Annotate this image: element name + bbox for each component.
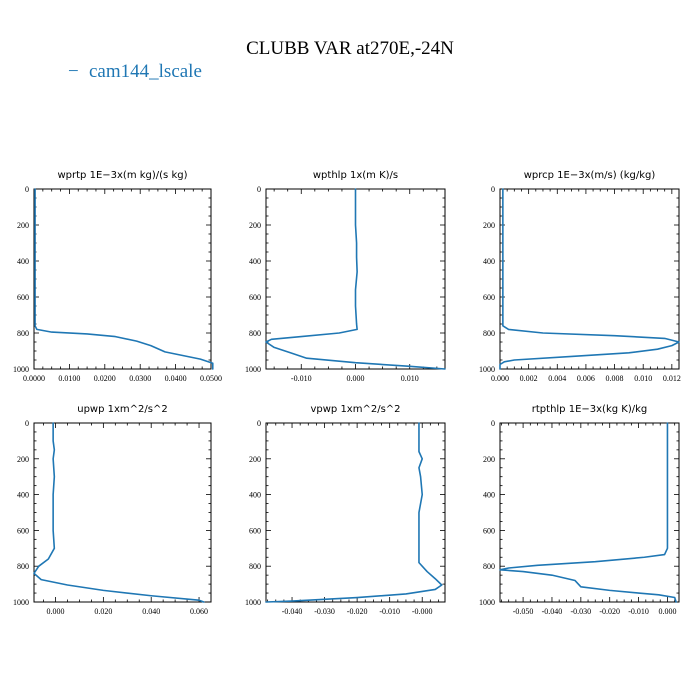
plot-frame: [499, 188, 680, 370]
y-tick-label: 800: [17, 329, 29, 338]
panel-title: rtpthlp 1E−3x(kg K)/kg: [532, 404, 647, 415]
y-tick-label: 200: [483, 455, 495, 464]
panel-2: wpthlp 1x(m K)/s 0 200 400 600 800 1000 -0.010 0…: [245, 170, 446, 383]
y-tick-label: 800: [249, 329, 261, 338]
y-tick-label: 200: [249, 455, 261, 464]
x-tick-label: 0.006: [577, 374, 595, 383]
panels: wprtp 1E−3x(m kg)/(s kg) 0 200 400 600 800 100…: [13, 170, 681, 616]
panel-title: wprtp 1E−3x(m kg)/(s kg): [58, 170, 188, 181]
x-tick-label: 0.060: [190, 607, 208, 616]
y-tick-label: 200: [17, 455, 29, 464]
y-tick-label: 0: [257, 419, 261, 428]
legend-marker: −: [68, 61, 79, 82]
plot-frame: [499, 422, 680, 603]
panel-3: wprcp 1E−3x(m/s) (kg/kg) 0 200 400 600 800 100…: [479, 170, 681, 383]
x-tick-label: 0.008: [606, 374, 624, 383]
x-tick-label: -0.010: [291, 374, 312, 383]
x-tick-label: 0.010: [401, 374, 419, 383]
plot-frame: [33, 188, 212, 370]
x-tick-label: -0.020: [347, 607, 368, 616]
y-tick-label: 1000: [13, 365, 29, 374]
x-tick-label: 0.0000: [23, 374, 45, 383]
x-tick-label: 0.000: [347, 374, 365, 383]
panel-6: rtpthlp 1E−3x(kg K)/kg 0 200 400 600 800 1000 -…: [479, 404, 680, 616]
y-tick-label: 400: [17, 491, 29, 500]
plot-frame: [265, 422, 446, 603]
y-tick-label: 200: [483, 221, 495, 230]
main-title: CLUBB VAR at270E,-24N: [246, 38, 454, 59]
x-tick-label: 0.004: [548, 374, 566, 383]
y-tick-label: 400: [17, 257, 29, 266]
y-tick-label: 0: [25, 419, 29, 428]
y-tick-label: 600: [17, 293, 29, 302]
y-tick-label: 1000: [13, 598, 29, 607]
y-tick-label: 400: [249, 491, 261, 500]
x-tick-label: 0.012: [663, 374, 681, 383]
y-tick-label: 800: [483, 562, 495, 571]
x-tick-label: -0.010: [628, 607, 649, 616]
y-tick-label: 400: [483, 257, 495, 266]
x-tick-label: 0.0500: [200, 374, 222, 383]
series-line: [499, 422, 677, 603]
y-tick-label: 0: [257, 185, 261, 194]
panel-title: wprcp 1E−3x(m/s) (kg/kg): [524, 170, 656, 181]
x-tick-label: 0.040: [142, 607, 160, 616]
y-tick-label: 600: [483, 526, 495, 535]
panel-1: wprtp 1E−3x(m kg)/(s kg) 0 200 400 600 800 100…: [13, 170, 222, 383]
plot-frame: [33, 422, 212, 603]
y-tick-label: 800: [483, 329, 495, 338]
series-line: [499, 188, 680, 370]
panel-title: upwp 1xm^2/s^2: [77, 404, 167, 415]
y-tick-label: 200: [17, 221, 29, 230]
y-tick-label: 1000: [479, 598, 495, 607]
y-tick-label: 600: [249, 293, 261, 302]
x-tick-label: 0.010: [634, 374, 652, 383]
x-tick-label: -0.020: [599, 607, 620, 616]
x-tick-label: 0.000: [658, 607, 676, 616]
x-tick-label: -0.030: [314, 607, 335, 616]
y-tick-label: 200: [249, 221, 261, 230]
panel-4: upwp 1xm^2/s^2 0 200 400 600 800 1000 0.000 0.02…: [13, 404, 212, 616]
y-tick-label: 800: [249, 562, 261, 571]
y-tick-label: 1000: [245, 598, 261, 607]
panel-5: vpwp 1xm^2/s^2 0 200 400 600 800 1000 -0.040 -0.…: [245, 404, 446, 616]
x-tick-label: 0.000: [47, 607, 65, 616]
y-tick-label: 600: [249, 526, 261, 535]
y-tick-label: 1000: [245, 365, 261, 374]
y-tick-label: 800: [17, 562, 29, 571]
x-tick-label: 0.0200: [94, 374, 116, 383]
legend: − cam144_lscale: [68, 61, 202, 82]
y-tick-label: 600: [17, 526, 29, 535]
y-tick-label: 0: [491, 419, 495, 428]
series-line: [265, 422, 443, 603]
x-tick-label: -0.040: [282, 607, 303, 616]
series-line: [34, 188, 214, 370]
series-line: [265, 188, 446, 370]
x-tick-label: 0.002: [520, 374, 538, 383]
x-tick-label: 0.0300: [129, 374, 151, 383]
x-tick-label: -0.000: [412, 607, 433, 616]
panel-title: wpthlp 1x(m K)/s: [313, 170, 398, 181]
panel-title: vpwp 1xm^2/s^2: [310, 404, 400, 415]
x-tick-label: 0.000: [491, 374, 509, 383]
y-tick-label: 400: [483, 491, 495, 500]
x-tick-label: 0.0400: [165, 374, 187, 383]
x-tick-label: 0.0100: [58, 374, 80, 383]
series-line: [33, 422, 205, 603]
y-tick-label: 0: [25, 185, 29, 194]
y-tick-label: 1000: [479, 365, 495, 374]
x-tick-label: 0.020: [94, 607, 112, 616]
y-tick-label: 600: [483, 293, 495, 302]
x-tick-label: -0.050: [513, 607, 534, 616]
legend-label: cam144_lscale: [89, 61, 202, 82]
x-tick-label: -0.030: [571, 607, 592, 616]
y-tick-label: 400: [249, 257, 261, 266]
x-tick-label: -0.040: [542, 607, 563, 616]
x-tick-label: -0.010: [379, 607, 400, 616]
y-tick-label: 0: [491, 185, 495, 194]
